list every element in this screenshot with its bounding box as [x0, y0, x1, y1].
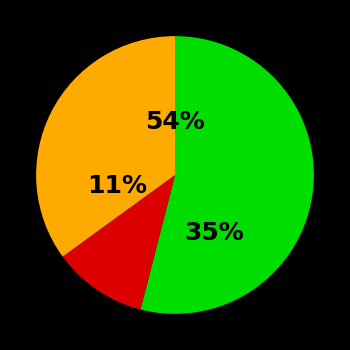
- Text: 54%: 54%: [145, 110, 205, 134]
- Wedge shape: [36, 36, 175, 257]
- Wedge shape: [63, 175, 175, 309]
- Text: 35%: 35%: [184, 221, 244, 245]
- Wedge shape: [140, 36, 314, 314]
- Text: 11%: 11%: [87, 174, 147, 198]
